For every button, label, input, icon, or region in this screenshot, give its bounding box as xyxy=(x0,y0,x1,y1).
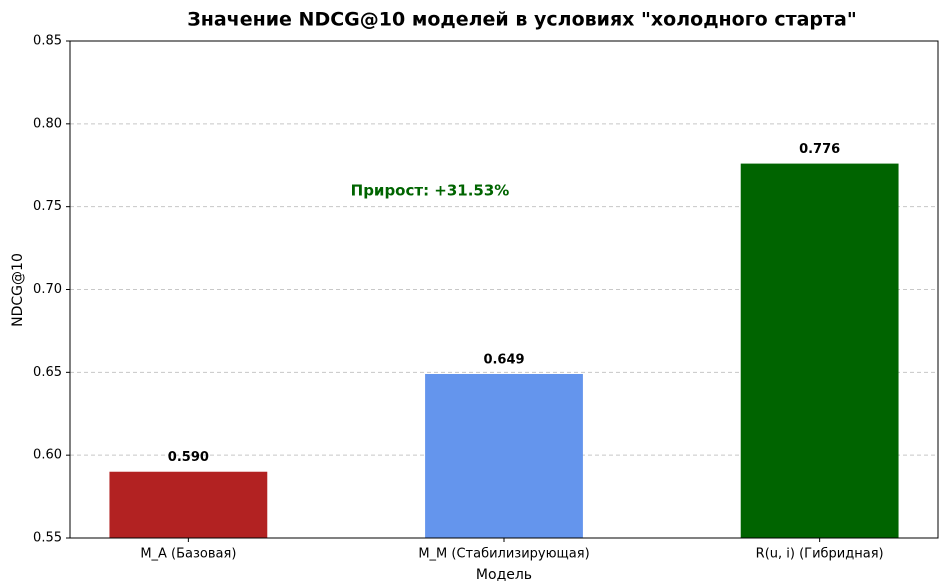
y-tick-label: 0.80 xyxy=(33,116,62,131)
x-axis-label: Модель xyxy=(476,567,532,583)
value-label: 0.776 xyxy=(799,142,840,157)
value-label: 0.649 xyxy=(483,352,524,367)
x-tick-label: R(u, i) (Гибридная) xyxy=(756,547,884,562)
bar xyxy=(740,163,899,539)
chart-title: Значение NDCG@10 моделей в условиях "хол… xyxy=(187,9,857,31)
y-tick-label: 0.65 xyxy=(33,365,62,380)
annotation: Прирост: +31.53% xyxy=(351,182,510,200)
x-tick-label: M_M (Стабилизирующая) xyxy=(418,547,589,562)
y-tick-label: 0.85 xyxy=(33,34,62,49)
plot-frame xyxy=(69,40,939,539)
y-tick-label: 0.55 xyxy=(33,531,62,546)
x-tick-label: M_A (Базовая) xyxy=(140,547,236,562)
y-tick-label: 0.70 xyxy=(33,282,62,297)
y-axis-label: NDCG@10 xyxy=(10,253,26,327)
bar xyxy=(109,471,268,538)
y-tick-label: 0.75 xyxy=(33,199,62,214)
y-tick-label: 0.60 xyxy=(33,448,62,463)
bar xyxy=(425,373,583,538)
value-label: 0.590 xyxy=(168,450,209,465)
